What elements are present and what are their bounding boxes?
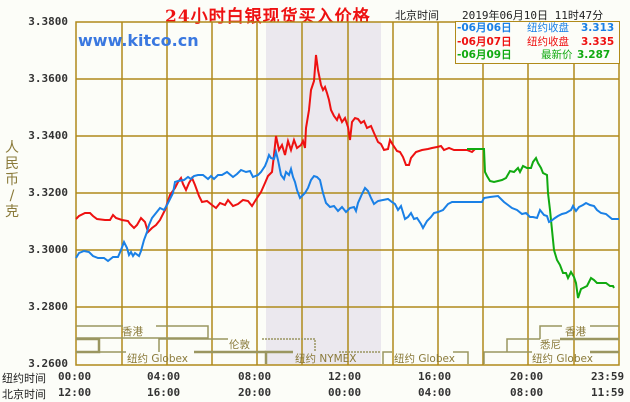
legend: -06月06日 纽约收盘 3.313 -06月07日 纽约收盘 3.335 -06月09… bbox=[455, 21, 620, 64]
y-tick: 3.3600 bbox=[28, 72, 68, 85]
bj-time-label: 北京时间 bbox=[2, 388, 46, 401]
x-tick-bj: 04:00 bbox=[418, 386, 452, 399]
x-tick-ny: 23:59 bbox=[591, 370, 625, 383]
market-ny-nymex: 纽约 NYMEX bbox=[295, 352, 357, 365]
x-tick-bj: 20:00 bbox=[238, 386, 272, 399]
y-tick: 3.3200 bbox=[28, 186, 68, 199]
market-ny-globex-3: 纽约 Globex bbox=[532, 352, 593, 365]
x-tick-ny: 00:00 bbox=[58, 370, 92, 383]
market-sydney: 悉尼 bbox=[540, 339, 561, 351]
legend-item-0607: -06月07日 纽约收盘 3.335 bbox=[457, 35, 615, 48]
legend-item-0609: -06月09日 最新价 3.287 bbox=[457, 49, 611, 61]
y-tick: 3.2800 bbox=[28, 300, 68, 313]
grid bbox=[75, 21, 620, 366]
market-ny-globex-2: 纽约 Globex bbox=[394, 352, 455, 365]
market-london: 伦敦 bbox=[229, 338, 250, 351]
legend-item-0606: -06月06日 纽约收盘 3.313 bbox=[457, 22, 615, 34]
x-tick-bj: 16:00 bbox=[147, 386, 181, 399]
x-tick-ny: 08:00 bbox=[238, 370, 272, 383]
x-tick-bj: 08:00 bbox=[510, 386, 544, 399]
y-tick: 3.3400 bbox=[28, 129, 68, 142]
y-tick: 3.3000 bbox=[28, 243, 68, 256]
y-axis-unit-label: 人 民 币 / 克 bbox=[5, 140, 19, 220]
x-tick-bj: 00:00 bbox=[328, 386, 362, 399]
x-tick-ny: 20:00 bbox=[510, 370, 544, 383]
market-hongkong-2: 香港 bbox=[565, 326, 586, 338]
y-tick: 3.2600 bbox=[28, 357, 68, 370]
market-hongkong: 香港 bbox=[122, 326, 143, 338]
timestamp: 2019年06月10日 11时47分 bbox=[462, 9, 604, 22]
series-0606 bbox=[75, 148, 619, 263]
x-tick-bj: 11:59 bbox=[591, 386, 625, 399]
timezone-label: 北京时间 bbox=[395, 9, 439, 22]
x-tick-ny: 12:00 bbox=[328, 370, 362, 383]
market-ny-globex: 纽约 Globex bbox=[127, 352, 188, 365]
x-tick-bj: 12:00 bbox=[58, 386, 92, 399]
y-tick: 3.3800 bbox=[28, 15, 68, 28]
ny-time-label: 纽约时间 bbox=[2, 372, 46, 385]
x-tick-ny: 16:00 bbox=[418, 370, 452, 383]
kitco-watermark[interactable]: www.kitco.cn bbox=[78, 31, 199, 50]
series-0607 bbox=[75, 54, 476, 234]
series-0609 bbox=[467, 148, 615, 299]
market-sessions bbox=[76, 325, 619, 364]
x-tick-ny: 04:00 bbox=[147, 370, 181, 383]
